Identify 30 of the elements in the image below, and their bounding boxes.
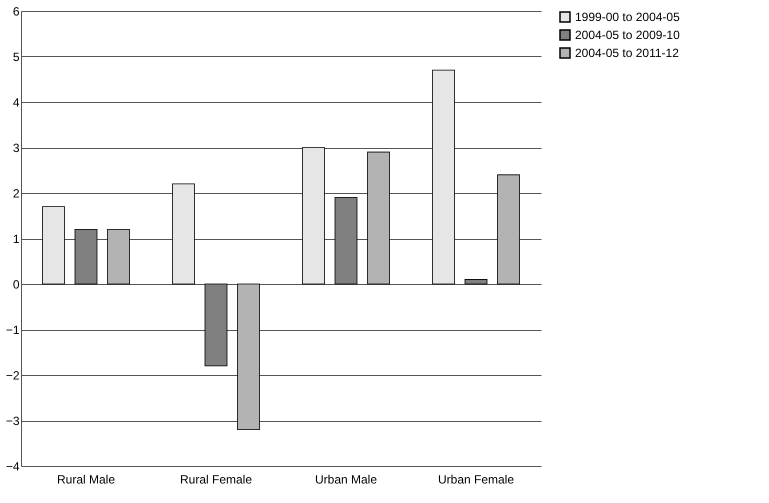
x-tick-label: Rural Female	[180, 472, 252, 486]
x-tick-label: Urban Female	[438, 472, 514, 486]
x-tick-label: Urban Male	[314, 472, 378, 486]
y-tick-label: −2	[6, 368, 20, 382]
legend-label: 2004-05 to 2011-12	[575, 46, 680, 60]
bar	[432, 70, 455, 284]
y-tick-label: 0	[12, 278, 20, 292]
bar	[107, 229, 130, 284]
bar	[367, 152, 390, 284]
y-tick-label: 2	[12, 186, 20, 200]
legend-label: 1999-00 to 2004-05	[575, 10, 680, 24]
bar	[42, 206, 65, 284]
y-tick-label: 5	[12, 50, 20, 64]
x-tick-label: Rural Male	[56, 472, 116, 486]
bar	[74, 229, 98, 284]
bar	[204, 284, 228, 366]
y-tick-label: −1	[6, 323, 20, 337]
y-tick-label: 6	[12, 4, 20, 18]
y-tick-label: 1	[12, 232, 20, 246]
bar	[302, 147, 325, 284]
y-tick-label: 4	[12, 96, 20, 110]
y-tick-label: −3	[6, 414, 20, 428]
bar	[237, 284, 260, 430]
bar	[172, 184, 195, 284]
legend-label: 2004-05 to 2009-10	[575, 28, 680, 42]
bar	[334, 197, 358, 284]
y-tick-label: 3	[12, 141, 20, 155]
y-tick-label: −4	[6, 460, 20, 474]
bar	[464, 279, 488, 284]
bar	[497, 174, 520, 284]
